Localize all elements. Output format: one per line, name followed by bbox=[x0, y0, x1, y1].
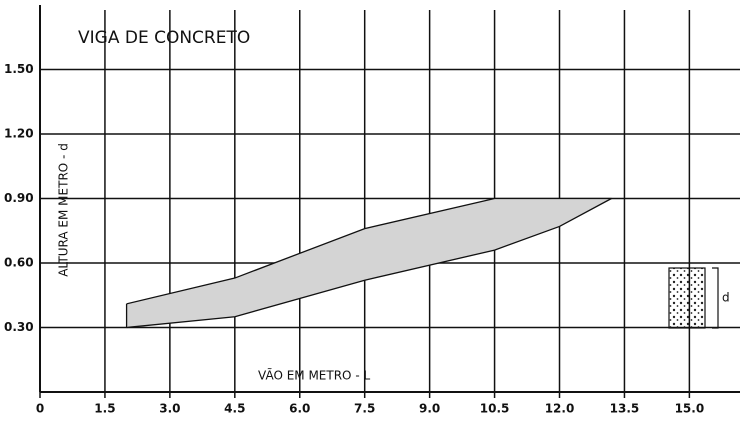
x-tick-label: 13.5 bbox=[610, 402, 640, 416]
x-tick-label: 3.0 bbox=[159, 402, 180, 416]
dimension-label: d bbox=[722, 291, 730, 305]
y-axis-label: ALTURA EM METRO - d bbox=[57, 143, 71, 277]
y-tick-label: 1.20 bbox=[4, 127, 34, 141]
y-tick-label: 0.90 bbox=[4, 191, 34, 205]
beam-rect bbox=[669, 268, 705, 328]
beam-section: d bbox=[669, 268, 730, 328]
dimension-bracket bbox=[712, 268, 718, 328]
y-tick-label: 0.30 bbox=[4, 320, 34, 334]
x-tick-label: 4.5 bbox=[224, 402, 245, 416]
x-tick-label: 10.5 bbox=[480, 402, 510, 416]
x-tick-label: 12.0 bbox=[545, 402, 575, 416]
x-tick-label: 15.0 bbox=[675, 402, 705, 416]
x-tick-label: 0 bbox=[36, 402, 44, 416]
y-tick-label: 0.60 bbox=[4, 256, 34, 270]
x-axis-label: VÃO EM METRO - L bbox=[258, 368, 370, 383]
y-tick-label: 1.50 bbox=[4, 62, 34, 76]
x-tick-label: 6.0 bbox=[289, 402, 310, 416]
x-tick-label: 7.5 bbox=[354, 402, 375, 416]
chart: VIGA DE CONCRETO VÃO EM METRO - L ALTURA… bbox=[0, 0, 750, 422]
x-tick-label: 1.5 bbox=[94, 402, 115, 416]
x-tick-label: 9.0 bbox=[419, 402, 440, 416]
chart-title: VIGA DE CONCRETO bbox=[78, 28, 250, 48]
